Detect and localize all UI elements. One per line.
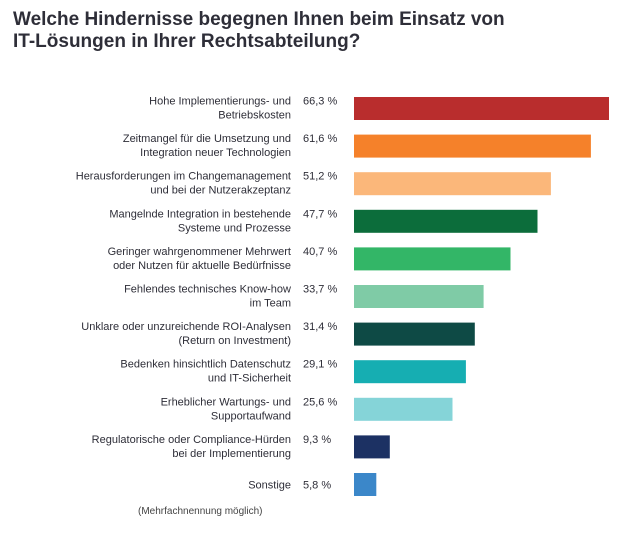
value-label-5: 40,7 % — [303, 246, 337, 258]
category-label-5: Geringer wahrgenommener Mehrwert oder Nut… — [108, 246, 291, 272]
category-label-3: Herausforderungen im Changemanagement und… — [76, 171, 291, 197]
category-label-9-line-2: Supportaufwand — [211, 410, 291, 422]
bar-chart: 66,3 % Hohe Implementierungs- und Betriebs… — [76, 96, 609, 496]
bar-7 — [354, 322, 475, 346]
chart-title-line-2: IT-Lösungen in Ihrer Rechtsabteilung? — [13, 31, 361, 52]
category-label-4: Mangelnde Integration in bestehende Syste… — [109, 208, 291, 234]
category-label-8: Bedenken hinsichtlich Datenschutz und IT-… — [120, 359, 291, 385]
value-label-8: 29,1 % — [303, 359, 337, 371]
category-label-11: Sonstige — [248, 480, 291, 492]
category-label-8-line-1: Bedenken hinsichtlich Datenschutz — [120, 359, 291, 371]
chart-title: Welche Hindernisse begegnen Ihnen beim E… — [13, 9, 613, 53]
category-label-2: Zeitmangel für die Umsetzung und Integrat… — [123, 133, 291, 159]
category-label-5-line-1: Geringer wahrgenommener Mehrwert — [108, 246, 291, 258]
category-label-2-line-1: Zeitmangel für die Umsetzung und — [123, 133, 291, 145]
category-label-9-line-1: Erheblicher Wartungs- und — [161, 396, 291, 408]
value-label-1: 66,3 % — [303, 96, 337, 108]
value-label-10: 9,3 % — [303, 434, 331, 446]
value-label-2: 61,6 % — [303, 133, 337, 145]
bar-3 — [354, 172, 551, 196]
chart-footnote: (Mehrfachnennung möglich) — [138, 506, 263, 517]
value-label-6: 33,7 % — [303, 284, 337, 296]
category-label-7-line-2: (Return on Investment) — [179, 335, 292, 347]
category-label-1-line-2: Betriebskosten — [218, 110, 291, 122]
category-label-6-line-2: im Team — [250, 298, 291, 310]
category-label-6-line-1: Fehlendes technisches Know-how — [124, 284, 291, 296]
category-label-4-line-1: Mangelnde Integration in bestehende — [109, 208, 291, 220]
category-label-3-line-2: und bei der Nutzerakzeptanz — [150, 185, 291, 197]
bar-10 — [354, 435, 390, 459]
category-label-10: Regulatorische oder Compliance-Hürden bei… — [92, 434, 291, 460]
value-label-11: 5,8 % — [303, 480, 331, 492]
bar-11 — [354, 473, 377, 496]
value-label-4: 47,7 % — [303, 208, 337, 220]
bar-8 — [354, 360, 466, 384]
category-label-4-line-2: Systeme und Prozesse — [178, 222, 291, 234]
category-label-11-line-1: Sonstige — [248, 480, 291, 492]
bar-6 — [354, 285, 484, 308]
category-label-9: Erheblicher Wartungs- und Supportaufwand — [161, 396, 291, 422]
bar-2 — [354, 134, 591, 158]
category-label-1-line-1: Hohe Implementierungs- und — [149, 96, 291, 108]
category-label-6: Fehlendes technisches Know-how im Team — [124, 284, 291, 310]
category-label-10-line-2: bei der Implementierung — [172, 448, 291, 460]
category-label-2-line-2: Integration neuer Technologien — [140, 147, 291, 159]
category-label-7: Unklare oder unzureichende ROI-Analysen (… — [81, 321, 291, 347]
bar-1 — [354, 97, 609, 120]
category-label-8-line-2: und IT-Sicherheit — [208, 373, 291, 385]
category-label-5-line-2: oder Nutzen für aktuelle Bedürfnisse — [113, 260, 291, 272]
value-label-7: 31,4 % — [303, 321, 337, 333]
value-label-3: 51,2 % — [303, 171, 337, 183]
category-label-10-line-1: Regulatorische oder Compliance-Hürden — [92, 434, 291, 446]
category-label-7-line-1: Unklare oder unzureichende ROI-Analysen — [81, 321, 291, 333]
category-label-1: Hohe Implementierungs- und Betriebskosten — [149, 96, 291, 122]
chart-title-line-1: Welche Hindernisse begegnen Ihnen beim E… — [13, 9, 505, 30]
bar-4 — [354, 209, 538, 233]
category-label-3-line-1: Herausforderungen im Changemanagement — [76, 171, 291, 183]
value-label-9: 25,6 % — [303, 396, 337, 408]
bar-9 — [354, 397, 453, 421]
bar-5 — [354, 247, 511, 271]
